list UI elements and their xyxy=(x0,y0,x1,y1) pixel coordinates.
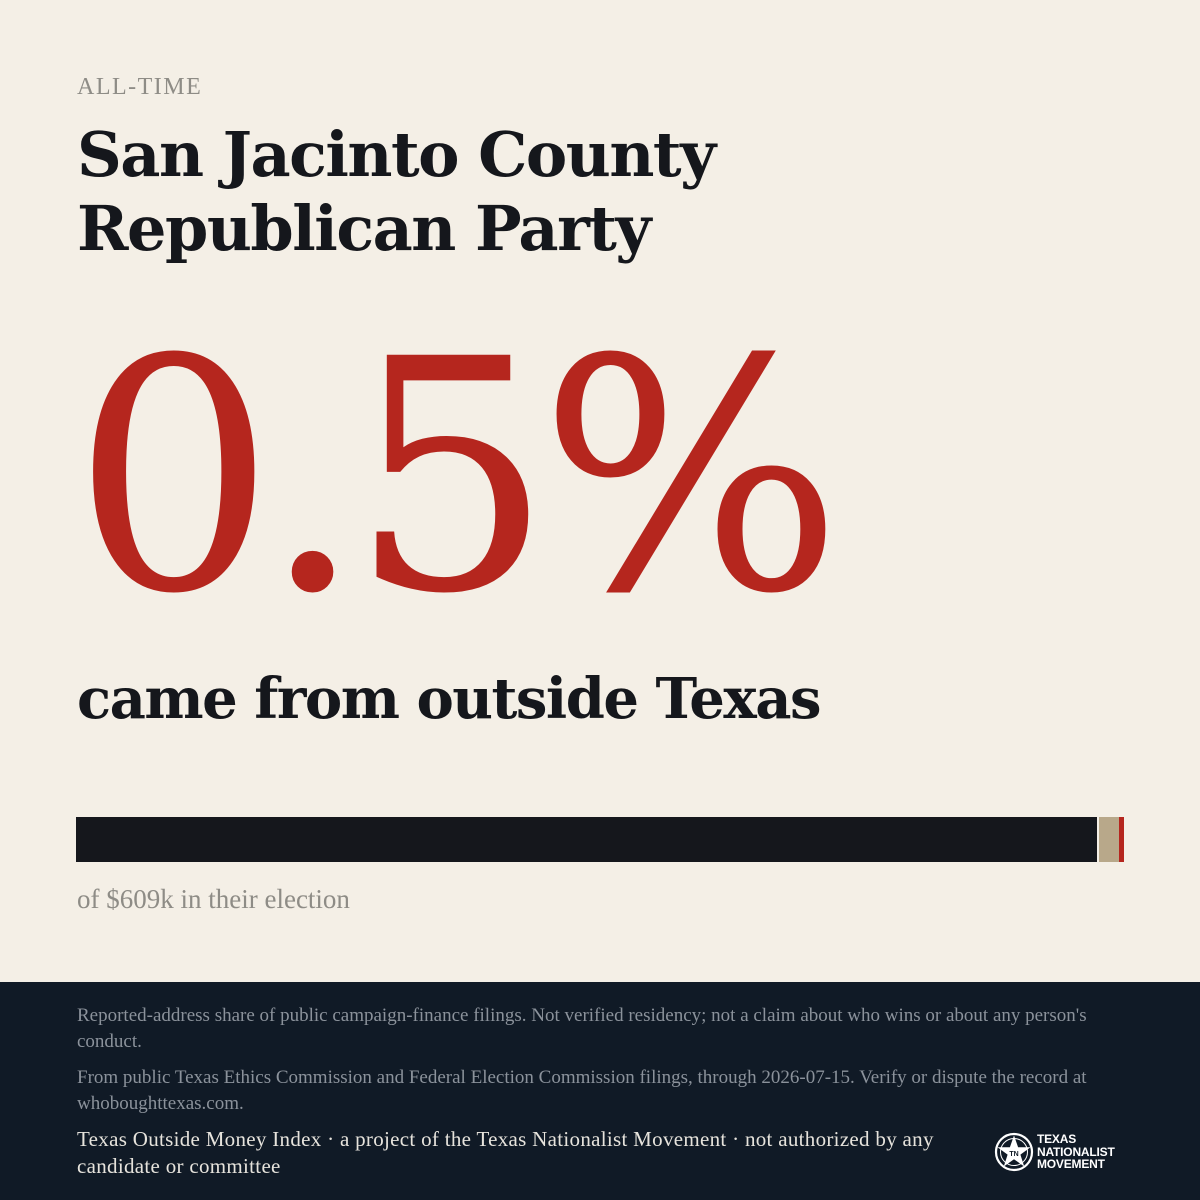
share-bar-marker xyxy=(1099,817,1119,862)
logo-wordmark: TEXAS NATIONALIST MOVEMENT xyxy=(1037,1133,1115,1171)
star-seal-icon: TN xyxy=(994,1132,1034,1172)
source-text: From public Texas Ethics Commission and … xyxy=(77,1067,1087,1114)
total-amount-caption: of $609k in their election xyxy=(77,884,350,914)
share-bar-outside-segment xyxy=(1119,817,1124,862)
disclaimer-text: Reported-address share of public campaig… xyxy=(77,1005,1087,1052)
logo-line-3: MOVEMENT xyxy=(1037,1157,1105,1172)
svg-text:TN: TN xyxy=(1009,1151,1018,1158)
logo-line-2: NATIONALIST xyxy=(1037,1144,1115,1159)
credit-text: Texas Outside Money Index · a project of… xyxy=(77,1127,934,1178)
period-label: ALL-TIME xyxy=(77,74,203,100)
logo-line-1: TEXAS xyxy=(1037,1132,1077,1147)
tnm-logo: TN TEXAS NATIONALIST MOVEMENT xyxy=(994,1131,1124,1173)
outside-share-value: 0.5% xyxy=(72,292,843,664)
page-title: San Jacinto County Republican Party xyxy=(77,118,716,265)
share-bar-divider xyxy=(1097,817,1099,862)
share-bar xyxy=(76,817,1124,862)
outside-share-caption: came from outside Texas xyxy=(77,666,822,732)
